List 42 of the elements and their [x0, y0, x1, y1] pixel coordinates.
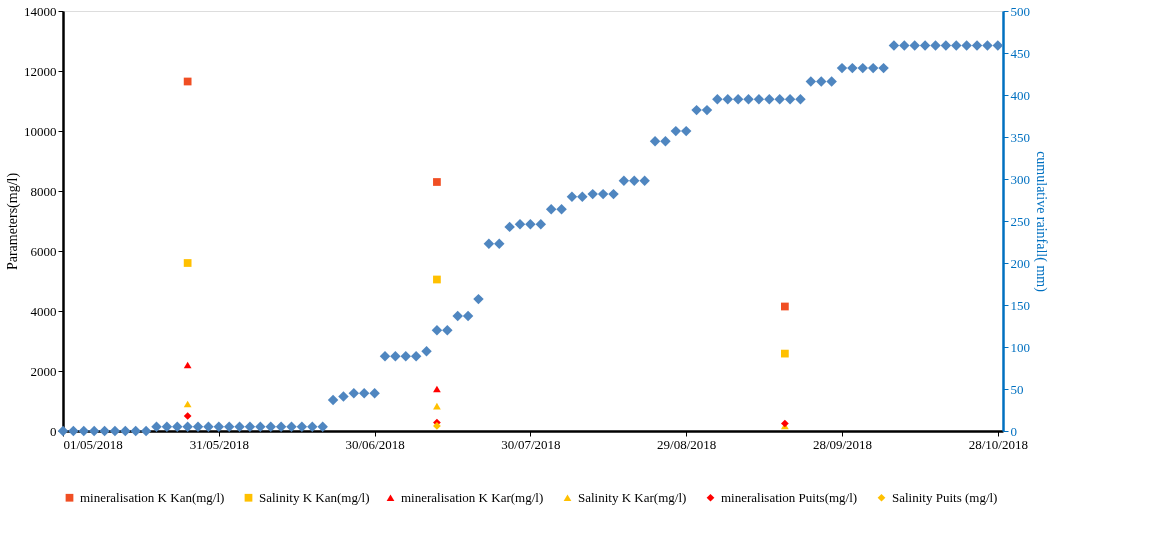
y2-tick-label: 500 — [1010, 3, 1030, 19]
point — [781, 302, 789, 311]
legend-label: mineralisation K Kan(mg/l) — [80, 489, 225, 505]
y2-tick-label: 250 — [1010, 213, 1030, 229]
point — [433, 422, 441, 430]
y2-tick-label: 50 — [1010, 381, 1024, 397]
y-tick-label: 0 — [50, 423, 57, 439]
legend-label: Salinity Puits (mg/l) — [892, 489, 998, 505]
point — [781, 349, 789, 358]
x-tick-label: 01/05/2018 — [63, 436, 123, 452]
x-tick-label: 28/10/2018 — [968, 436, 1028, 452]
y-tick-label: 12000 — [24, 63, 57, 79]
y2-axis-title: cumulative rainfall( mm) — [1033, 151, 1049, 293]
y-tick-label: 6000 — [30, 243, 57, 259]
y2-tick-label: 300 — [1010, 171, 1030, 187]
y2-tick-label: 150 — [1010, 297, 1030, 313]
y2-tick-label: 400 — [1010, 87, 1030, 103]
x-tick-label: 29/08/2018 — [657, 436, 717, 452]
point — [183, 412, 192, 420]
y-tick-label: 2000 — [30, 363, 57, 379]
x-tick-label: 31/05/2018 — [189, 436, 249, 452]
point — [183, 77, 192, 86]
y2-tick-label: 0 — [1010, 423, 1017, 439]
y-tick-label: 4000 — [30, 303, 57, 319]
y-axis-title: Parameters(mg/l) — [5, 172, 21, 271]
y2-tick-label: 350 — [1010, 129, 1030, 145]
y-tick-label: 8000 — [30, 183, 57, 199]
y2-tick-label: 200 — [1010, 255, 1030, 271]
y-tick-label: 10000 — [24, 123, 57, 139]
legend-label: mineralisation K Kar(mg/l) — [401, 489, 544, 505]
point — [183, 259, 192, 267]
legend-label: Salinity K Kan(mg/l) — [259, 489, 370, 505]
y2-tick-label: 450 — [1010, 45, 1030, 61]
point — [433, 275, 441, 284]
legend-label: Salinity K Kar(mg/l) — [578, 489, 687, 505]
point — [433, 178, 441, 186]
x-tick-label: 30/06/2018 — [345, 436, 405, 452]
legend-label: mineralisation Puits(mg/l) — [721, 489, 858, 505]
x-tick-label: 30/07/2018 — [501, 436, 561, 452]
x-tick-label: 28/09/2018 — [812, 436, 873, 452]
y-tick-label: 14000 — [24, 3, 57, 19]
y2-tick-label: 100 — [1010, 339, 1030, 355]
